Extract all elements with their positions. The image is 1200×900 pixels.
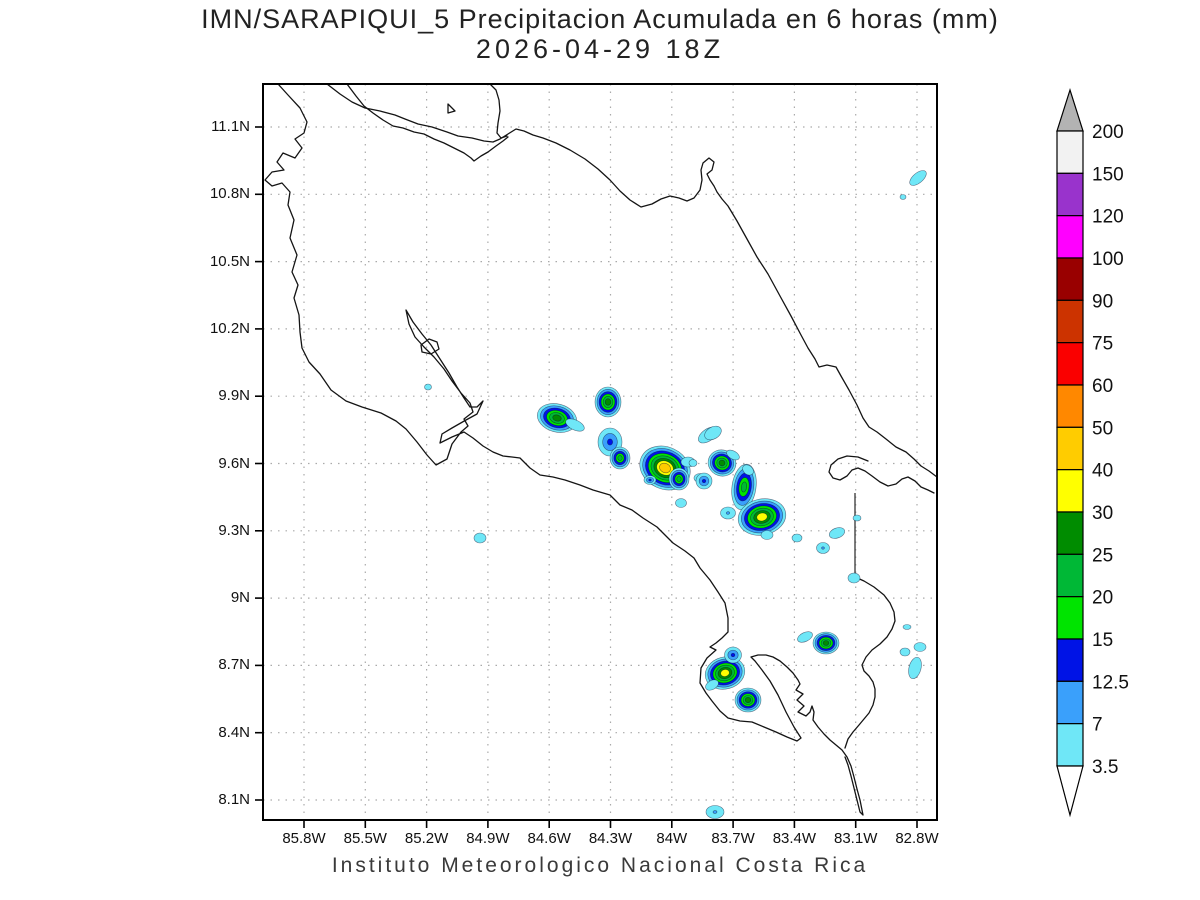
precip-cell [828, 527, 846, 539]
colorbar-tick-label: 40 [1092, 461, 1113, 482]
lat-tick-label: 8.1N [218, 791, 250, 808]
precip-cell [847, 572, 861, 584]
precip-cell [705, 679, 719, 691]
colorbar-box [1056, 299, 1084, 344]
chart-title: IMN/SARAPIQUI_5 Precipitacion Acumulada … [201, 4, 999, 34]
colorbar-box [1056, 384, 1084, 428]
precip-cell [668, 467, 690, 491]
colorbar-tick-label: 75 [1092, 334, 1113, 355]
colorbar-box [1056, 680, 1084, 725]
colorbar-box [1056, 342, 1084, 386]
colorbar-tick-label: 20 [1092, 588, 1113, 609]
precip-cell [695, 472, 713, 490]
colorbar-over-arrow [1056, 88, 1084, 132]
lon-tick-label: 84W [656, 830, 688, 847]
colorbar-tick-label: 120 [1092, 207, 1124, 228]
precip-cell [639, 445, 691, 491]
precip-cell [609, 446, 631, 470]
footer-caption: Instituto Meteorologico Nacional Costa R… [331, 854, 869, 877]
precip-cell [705, 805, 725, 819]
precip-cell [742, 464, 754, 476]
colorbar-canvas: 200 150 120 100 90 75 60 50 40 30 25 20 15 12.5 7 3.5 [1056, 88, 1129, 818]
precip-cell [816, 542, 830, 554]
lat-tick-label: 9.6N [218, 454, 250, 472]
colorbar-tick-label: 12.5 [1092, 672, 1129, 693]
colorbar-tick-label: 150 [1092, 164, 1124, 185]
precip-cell [424, 383, 432, 391]
precip-cell [734, 687, 762, 713]
precip-cell [726, 449, 740, 461]
colorbar-tick-label: 25 [1092, 545, 1113, 566]
lon-tick-label: 84.3W [588, 830, 633, 847]
lat-tick-label: 9.3N [218, 521, 250, 539]
colorbar-box [1056, 469, 1084, 513]
precip-cell [643, 475, 657, 485]
precip-cell [704, 425, 722, 441]
precip-cell [537, 403, 577, 433]
lon-tick-label: 84.9W [466, 830, 510, 847]
precip-cell [909, 170, 927, 186]
precip-cell [737, 498, 787, 536]
lon-tick-label: 83.4W [772, 830, 817, 847]
lon-tick-label: 83.7W [711, 830, 755, 847]
precip-cell [724, 646, 742, 664]
colorbar-box [1056, 511, 1084, 555]
colorbar-tick-label: 60 [1092, 376, 1113, 397]
colorbar-box [1056, 257, 1084, 301]
lon-tick-label: 83.1W [834, 830, 878, 847]
precip-cell [899, 194, 907, 200]
map-plot [253, 74, 947, 834]
map-canvas [255, 83, 938, 828]
colorbar-tick-label: 100 [1092, 249, 1124, 270]
lon-tick-label: 85.2W [404, 830, 449, 847]
lon-tick-label: 85.8W [282, 830, 326, 847]
colorbar-legend: 200 150 120 100 90 75 60 50 40 30 25 20 15 12.5 7 3.5 [1050, 80, 1200, 840]
colorbar-box [1056, 723, 1084, 767]
lon-tick-label: 82.8W [895, 830, 939, 847]
colorbar-box [1056, 215, 1084, 259]
colorbar-box [1056, 172, 1084, 217]
lon-tick-label: 84.6W [527, 830, 571, 847]
colorbar-box [1056, 553, 1084, 598]
precip-cell [908, 656, 922, 680]
precip-cell [797, 631, 813, 643]
precip-cell [473, 532, 487, 544]
precip-cell [594, 386, 622, 418]
lat-tick-label: 8.4N [218, 723, 250, 741]
lat-tick-label: 10.5N [209, 252, 250, 270]
colorbar-tick-label: 15 [1092, 630, 1113, 651]
colorbar-tick-label: 90 [1092, 291, 1113, 312]
precip-cell [812, 631, 840, 655]
colorbar-tick-label: 30 [1092, 503, 1113, 524]
precip-cell [731, 463, 757, 511]
precip-cell [913, 642, 927, 652]
colorbar-under-arrow [1056, 765, 1084, 818]
precip-cell [688, 459, 698, 467]
colorbar-tick-label: 200 [1092, 122, 1124, 143]
colorbar-tick-label: 7 [1092, 715, 1103, 736]
lat-tick-label: 11.1N [211, 118, 250, 135]
precip-cell [760, 530, 774, 540]
precip-cell [852, 514, 862, 522]
precip-cell [565, 418, 585, 432]
lon-tick-label: 85.5W [343, 830, 387, 847]
precip-cell [675, 498, 687, 508]
lat-tick-label: 9N [230, 589, 250, 607]
precip-cell [899, 647, 911, 657]
lat-tick-label: 8.7N [218, 656, 250, 674]
precip-cell [720, 506, 736, 520]
colorbar-box [1056, 638, 1084, 682]
colorbar-tick-label: 50 [1092, 418, 1113, 439]
chart-subtitle: 2026-04-29 18Z [475, 34, 725, 64]
lat-tick-label: 9.9N [218, 387, 250, 405]
lat-tick-label: 10.2N [209, 319, 250, 337]
precip-cell [791, 533, 803, 543]
colorbar-box [1056, 426, 1084, 471]
precip-cell [902, 624, 912, 630]
colorbar-tick-label: 3.5 [1092, 757, 1118, 778]
colorbar-box [1056, 130, 1084, 174]
lat-tick-label: 10.8N [209, 185, 250, 203]
colorbar-box [1056, 596, 1084, 640]
